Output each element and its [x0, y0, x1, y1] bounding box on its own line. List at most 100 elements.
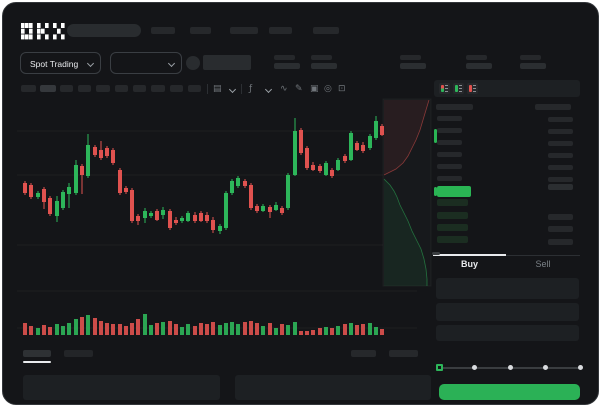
- order-history-field-left[interactable]: [23, 375, 220, 400]
- volume-bar: [361, 324, 365, 335]
- nav-item[interactable]: [313, 27, 339, 34]
- candle-body: [224, 193, 228, 228]
- toolbar-divider: [241, 84, 242, 94]
- orderbook-header-placeholder: [535, 104, 571, 110]
- chart-canvas[interactable]: [17, 98, 437, 353]
- volume-bar: [305, 331, 309, 335]
- bottom-tab[interactable]: [23, 350, 51, 357]
- candle-body: [130, 190, 134, 221]
- volume-bar: [99, 321, 103, 335]
- volume-bar: [380, 329, 384, 335]
- candle-body: [136, 216, 140, 221]
- rows-icon: [445, 85, 448, 92]
- nav-item[interactable]: [190, 27, 211, 34]
- last-price-amount-placeholder: [548, 184, 573, 190]
- timeframe-button[interactable]: [188, 85, 201, 92]
- slider-stop[interactable]: [578, 365, 583, 370]
- nav-item[interactable]: [151, 27, 175, 34]
- candle-body: [361, 145, 365, 151]
- volume-bar: [249, 321, 253, 335]
- volume-bar: [67, 323, 71, 335]
- candle-body: [42, 189, 46, 202]
- stat-value: [466, 63, 492, 69]
- volume-bar: [86, 315, 90, 335]
- ask-amount-placeholder: [548, 117, 573, 122]
- timeframe-button[interactable]: [21, 85, 36, 92]
- both-depth-bar-icon: [441, 85, 444, 92]
- volume-bar: [243, 322, 247, 335]
- depth-asks-line: [383, 99, 430, 176]
- settings-icon[interactable]: ◎: [324, 84, 332, 94]
- candle-body: [211, 220, 215, 230]
- volume-bar: [105, 323, 109, 335]
- timeframe-button[interactable]: [40, 85, 56, 92]
- depth-bids-line: [383, 178, 428, 286]
- slider-handle[interactable]: [436, 364, 443, 371]
- pair-name-placeholder[interactable]: [203, 55, 251, 70]
- timeframe-button[interactable]: [96, 85, 110, 92]
- slider-stop[interactable]: [507, 365, 513, 370]
- buy-button[interactable]: [439, 384, 580, 400]
- orderbook-view-both-icon[interactable]: [439, 83, 450, 94]
- fullscreen-icon[interactable]: ⊡: [338, 84, 346, 94]
- chevron-down-icon: [167, 59, 176, 68]
- slider-stop[interactable]: [542, 365, 548, 370]
- candle-body: [243, 181, 247, 186]
- timeframe-button[interactable]: [151, 85, 165, 92]
- timeframe-button[interactable]: [60, 85, 73, 92]
- volume-bar: [118, 324, 122, 335]
- depth-asks-area: [384, 100, 429, 175]
- draw-icon[interactable]: ✎: [295, 84, 303, 94]
- bottom-tab[interactable]: [64, 350, 93, 357]
- search-input[interactable]: [67, 24, 141, 37]
- orderbook-view-asks-icon[interactable]: [467, 83, 478, 94]
- price-field[interactable]: [436, 278, 579, 299]
- orderbook-view-bids-icon[interactable]: [453, 83, 464, 94]
- candle-body: [149, 213, 153, 216]
- timeframe-button[interactable]: [170, 85, 183, 92]
- amount-field[interactable]: [436, 303, 579, 321]
- timeframe-button[interactable]: [133, 85, 146, 92]
- candle-body: [23, 183, 27, 193]
- chart-type-icon[interactable]: ▤: [213, 84, 222, 94]
- pair-dropdown[interactable]: [110, 52, 182, 74]
- pair-coin-icon[interactable]: [186, 56, 200, 70]
- amount-slider[interactable]: [433, 361, 585, 375]
- volume-bar: [180, 327, 184, 335]
- chevron-down-icon[interactable]: [264, 85, 273, 94]
- stat-label: [274, 55, 295, 60]
- depth-bids-area: [384, 179, 427, 286]
- okx-logo: [21, 23, 65, 40]
- wave-icon[interactable]: ∿: [280, 84, 288, 94]
- candle-body: [155, 211, 159, 220]
- ask-price-placeholder: [437, 176, 462, 181]
- last-price-pill[interactable]: [437, 186, 471, 197]
- candle-body: [368, 136, 372, 148]
- candle-body: [374, 121, 378, 138]
- candle-body: [74, 165, 78, 193]
- nav-item[interactable]: [269, 27, 292, 34]
- stat-value: [311, 63, 337, 69]
- rows-icon: [459, 85, 462, 92]
- volume-bar: [149, 325, 153, 335]
- order-history-field-right[interactable]: [235, 375, 431, 400]
- indicators-icon[interactable]: ƒ: [249, 84, 253, 94]
- slider-stop[interactable]: [472, 365, 478, 370]
- camera-icon[interactable]: ▣: [310, 84, 319, 94]
- tab-sell[interactable]: Sell: [535, 259, 551, 269]
- volume-bar: [124, 326, 128, 335]
- tab-buy[interactable]: Buy: [460, 259, 478, 269]
- stat-label: [400, 55, 421, 60]
- bid-amount-placeholder: [548, 239, 573, 245]
- timeframe-button[interactable]: [78, 85, 91, 92]
- volume-bar: [186, 324, 190, 335]
- bid-price-placeholder: [437, 199, 468, 206]
- market-selector-button[interactable]: Spot Trading: [20, 52, 101, 74]
- timeframe-button[interactable]: [115, 85, 128, 92]
- chevron-down-icon[interactable]: [228, 85, 237, 94]
- total-field[interactable]: [436, 325, 579, 341]
- candle-body: [29, 185, 33, 197]
- nav-item[interactable]: [230, 27, 258, 34]
